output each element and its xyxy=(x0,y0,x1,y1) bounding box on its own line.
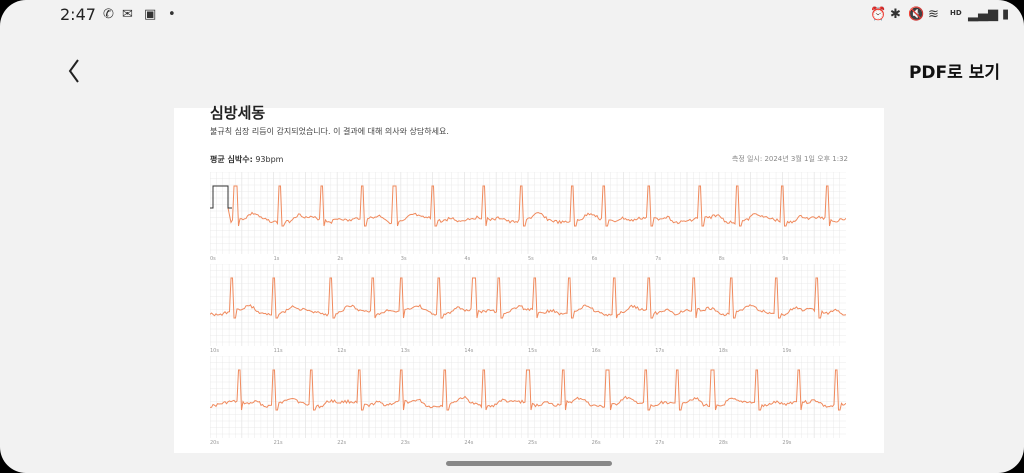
time-tick-label: 8s xyxy=(718,256,725,262)
ecg-trace-3 xyxy=(210,356,846,438)
time-tick-label: 24s xyxy=(464,440,474,446)
time-tick-label: 20s xyxy=(210,440,219,446)
time-tick-label: 15s xyxy=(528,348,537,354)
ecg-strip-1: 0s 1s 2s 3s 4s 5s 6s 7s 8s 9s xyxy=(210,172,846,262)
status-time: 2:47 xyxy=(60,5,96,24)
time-tick-label: 29s xyxy=(782,440,792,446)
dot-icon: • xyxy=(168,7,176,22)
time-tick-label: 19s xyxy=(782,348,792,354)
time-tick-label: 25s xyxy=(528,440,537,446)
time-tick-label: 26s xyxy=(591,440,601,446)
alarm-icon: ⏰ xyxy=(870,7,887,22)
gallery-icon: ▣ xyxy=(144,7,157,22)
time-tick-label: 22s xyxy=(337,440,347,446)
measured-time: 측정 일시: 2024년 3월 1일 오후 1:32 xyxy=(731,155,848,163)
mute-icon: 🔇 xyxy=(908,7,925,22)
time-tick-label: 9s xyxy=(782,256,789,262)
time-tick-label: 13s xyxy=(400,348,410,354)
view-pdf-button[interactable]: PDF로 보기 xyxy=(908,63,1000,83)
time-tick-label: 16s xyxy=(591,348,601,354)
ecg-trace-2 xyxy=(210,264,846,346)
report-document: 심방세동 불규칙 심장 리듬이 감지되었습니다. 이 결과에 대해 의사와 상담… xyxy=(174,104,884,453)
tick-row-2: 10s 11s 12s 13s 14s 15s 16s 17s 18s 19s xyxy=(210,348,846,356)
time-tick-label: 2s xyxy=(337,256,343,262)
ecg-strip-3: 20s 21s 22s 23s 24s 25s 26s 27s 28s 29s xyxy=(210,356,846,446)
mail-icon: ✉ xyxy=(122,7,133,22)
time-tick-label: 0s xyxy=(210,256,216,262)
time-tick-label: 27s xyxy=(655,440,665,446)
ecg-trace-1 xyxy=(210,172,846,254)
ecg-strip-2: 10s 11s 12s 13s 14s 15s 16s 17s 18s 19s xyxy=(210,264,846,354)
time-tick-label: 18s xyxy=(718,348,728,354)
time-tick-label: 12s xyxy=(337,348,347,354)
time-tick-label: 11s xyxy=(273,348,283,354)
time-tick-label: 17s xyxy=(655,348,665,354)
time-tick-label: 21s xyxy=(273,440,283,446)
time-tick-label: 5s xyxy=(528,256,534,262)
report-title: 심방세동 xyxy=(210,104,266,122)
time-tick-label: 7s xyxy=(655,256,661,262)
time-tick-label: 6s xyxy=(591,256,598,262)
wifi-icon: ≋ xyxy=(928,7,939,22)
average-heart-rate: 평균 심박수: 93bpm xyxy=(210,154,283,165)
time-tick-label: 14s xyxy=(464,348,474,354)
time-tick-label: 10s xyxy=(210,348,219,354)
hd-icon: HD xyxy=(950,9,962,17)
time-tick-label: 28s xyxy=(718,440,728,446)
time-tick-label: 1s xyxy=(273,256,280,262)
signal-icon: ▂▄▆ xyxy=(968,7,998,22)
ecg-waveform xyxy=(210,369,846,411)
tick-row-1: 0s 1s 2s 3s 4s 5s 6s 7s 8s 9s xyxy=(210,256,846,264)
ecg-waveform xyxy=(210,185,846,227)
bluetooth-icon: ✱ xyxy=(890,7,901,22)
avg-label: 평균 심박수: xyxy=(210,155,253,164)
time-tick-label: 3s xyxy=(400,256,407,262)
status-bar: 2:47 ✆ ✉ ▣ • ⏰ ✱ 🔇 ≋ HD ▂▄▆ ▮ xyxy=(0,0,1024,30)
tick-row-3: 20s 21s 22s 23s 24s 25s 26s 27s 28s 29s xyxy=(210,440,846,448)
chevron-left-icon[interactable] xyxy=(62,54,90,88)
home-indicator[interactable] xyxy=(446,461,612,466)
missed-call-icon: ✆ xyxy=(103,7,114,22)
time-tick-label: 23s xyxy=(400,440,410,446)
battery-icon: ▮ xyxy=(1002,7,1010,22)
report-description: 불규칙 심장 리듬이 감지되었습니다. 이 결과에 대해 의사와 상담하세요. xyxy=(210,127,449,136)
time-tick-label: 4s xyxy=(464,256,471,262)
ecg-waveform xyxy=(210,277,846,319)
avg-value: 93bpm xyxy=(255,155,284,164)
calibration-pulse xyxy=(210,185,232,209)
